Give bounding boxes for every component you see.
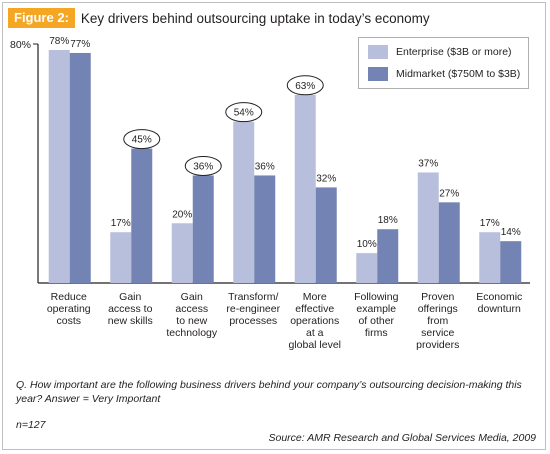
category-label-line: Following [354,291,399,303]
legend-item-midmarket: Midmarket ($750M to $3B) [368,67,520,81]
category-label: More effective operations at a global level [288,291,341,351]
legend-item-enterprise: Enterprise ($3B or more) [368,45,512,59]
category-label-line: global level [288,339,341,351]
category-label-line: service [421,327,454,339]
category-label-line: to new [176,315,207,327]
category-label-line: at a [306,327,324,339]
category-label: Proven offerings from service providers [416,291,459,351]
category-label-line: example [356,303,396,315]
data-label: 63% [295,81,315,92]
bar-enterprise [233,121,255,283]
category-label-line: Proven [421,291,454,303]
highlight-circle [184,155,222,176]
category-label: Gain access to new technology [166,291,218,339]
highlight-circle [225,102,263,123]
category-label: Gain access to new skills [108,291,153,327]
bar-midmarket [438,202,460,283]
data-label: 17% [480,218,500,229]
bar-enterprise [48,49,70,283]
data-label: 36% [193,161,213,172]
category-label-line: effective [295,303,334,315]
survey-question: Q. How important are the following busin… [16,379,522,405]
category-label-line: new skills [108,315,153,327]
legend-label-midmarket: Midmarket ($750M to $3B) [396,68,521,80]
category-label-line: firms [365,327,388,339]
data-label: 20% [172,209,192,220]
bar-midmarket [315,187,337,283]
category-label-line: access [175,303,208,315]
data-label: 27% [439,188,459,199]
bar-midmarket [69,52,91,284]
bar-midmarket [500,241,522,283]
category-label: Following example of other firms [354,291,399,339]
bar-enterprise [356,253,378,283]
legend-label-enterprise: Enterprise ($3B or more) [396,46,512,58]
category-label: Economic downturn [476,291,522,315]
category-label-line: operating [47,303,91,315]
category-label-line: re-engineer [226,303,280,315]
bar-enterprise [110,232,132,283]
sample-size-note: n=127 [16,419,46,431]
data-label: 17% [111,218,131,229]
category-label-line: More [303,291,327,303]
bar-midmarket [254,175,276,283]
data-label: 54% [234,108,254,119]
data-label: 10% [357,239,377,250]
data-label: 37% [418,158,438,169]
figure-frame [2,2,546,450]
category-label-line: Gain [181,291,203,303]
highlight-circle [123,129,161,150]
legend-swatch-enterprise [368,45,388,59]
data-label: 32% [316,173,336,184]
category-label-line: processes [229,315,277,327]
category-label-line: Gain [119,291,141,303]
highlight-circle [286,75,324,96]
category-label-line: operations [290,315,339,327]
category-label-line: providers [416,339,459,351]
data-label: 78% [49,36,69,47]
data-label: 36% [255,161,275,172]
category-label-line: from [427,315,448,327]
bar-enterprise [417,172,439,283]
category-label-line: technology [166,327,218,339]
legend-swatch-midmarket [368,67,388,81]
category-label: Reduce operating costs [47,291,91,327]
bar-enterprise [294,94,316,283]
category-label-line: offerings [418,303,458,315]
category-label-line: of other [358,315,394,327]
bar-midmarket [377,229,399,283]
data-label: 77% [70,39,90,50]
category-label-line: downturn [478,303,521,315]
source-note: Source: AMR Research and Global Services… [268,432,537,444]
data-label: 18% [378,215,398,226]
bar-midmarket [192,175,214,283]
data-label: 14% [501,227,521,238]
category-label-line: Reduce [51,291,87,303]
category-label-line: costs [56,315,81,327]
bar-enterprise [171,223,193,283]
y-tick-label: 80% [10,39,31,51]
category-label-line: Economic [476,291,522,303]
figure-title: Key drivers behind outsourcing uptake in… [80,10,430,26]
figure-header: Figure 2: Key drivers behind outsourcing… [8,8,430,28]
bar-enterprise [479,232,501,283]
category-label-line: access to [108,303,153,315]
legend: Enterprise ($3B or more) Midmarket ($750… [358,37,529,89]
data-label: 45% [132,135,152,146]
bar-midmarket [131,148,153,283]
category-label-line: Transform/ [228,291,278,303]
category-label: Transform/re-engineer processes [226,291,280,327]
figure-label: Figure 2: [8,8,75,28]
